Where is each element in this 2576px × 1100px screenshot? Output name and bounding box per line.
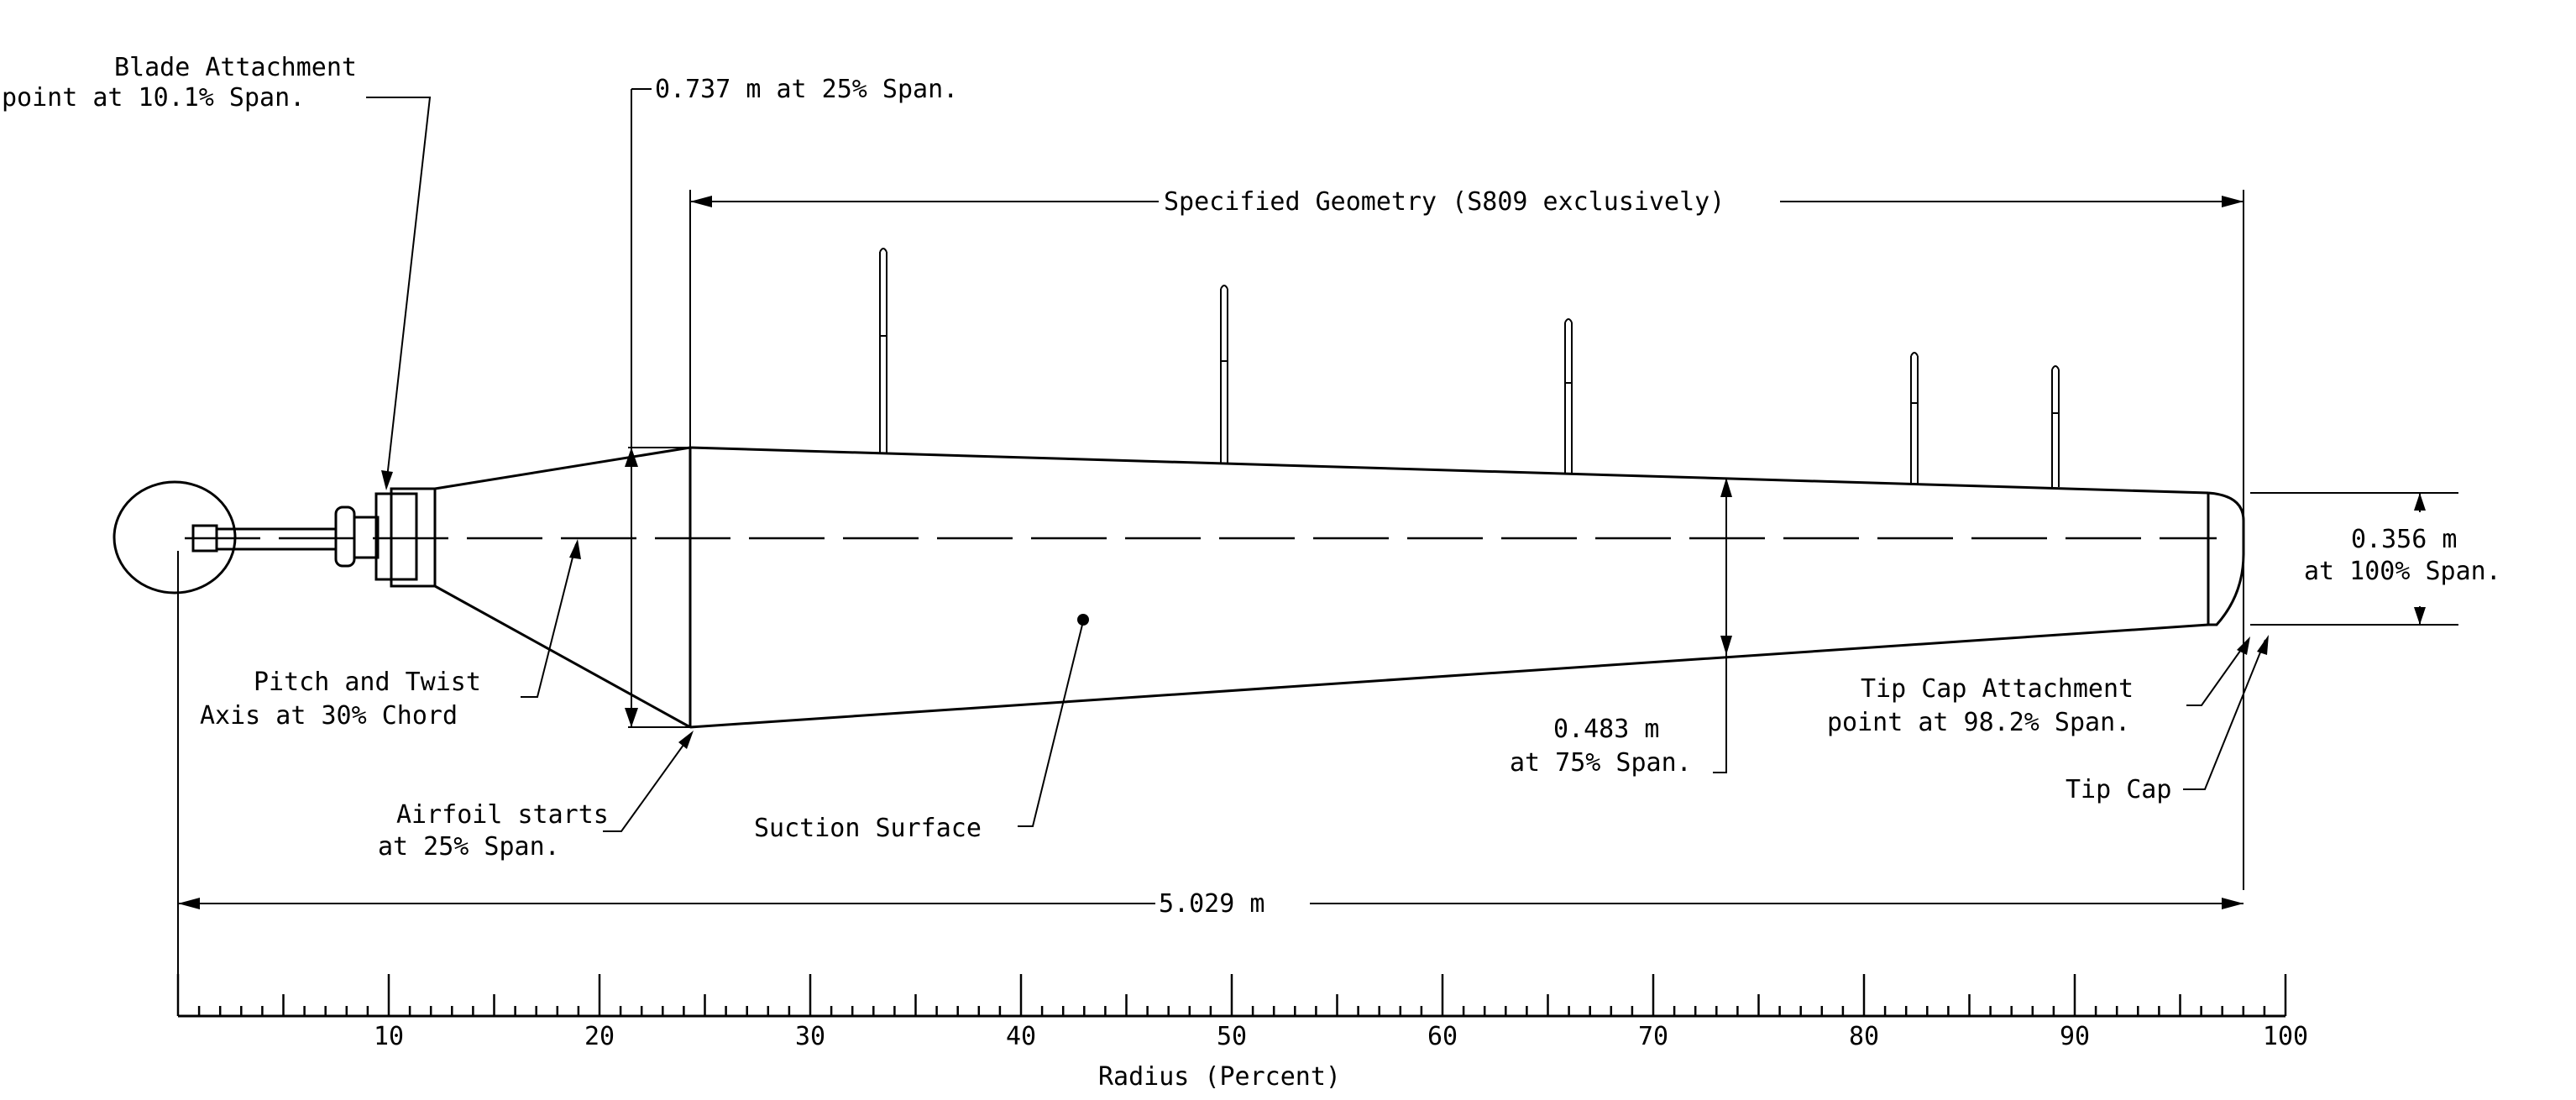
axis-tick-label: 10 [374,1022,404,1051]
mid-chord-dimension: 0.483 m at 75% Span. [1510,478,1732,778]
axis-tick-label: 30 [795,1022,825,1051]
mid-chord-span: at 75% Span. [1510,748,1692,778]
tipcap-attach-label-1: Tip Cap Attachment [1861,674,2134,704]
axis-tick-label: 50 [1217,1022,1247,1051]
airfoil-start-label-1: Airfoil starts [396,800,609,830]
hub-flange [334,505,356,568]
tip-chord-value: 0.356 m [2351,525,2457,554]
tipcap-attach-label-2: point at 98.2% Span. [1827,708,2130,737]
total-length-label: 5.029 m [1159,889,1264,919]
blade-leading-edge [689,446,2209,495]
blade-attachment-label-1: Blade Attachment [114,53,357,82]
radius-axis-label: Radius (Percent) [1098,1062,1341,1092]
blade-trailing-edge [689,623,2209,729]
axis-tick-label: 70 [1638,1022,1668,1051]
mid-chord-value: 0.483 m [1553,715,1659,744]
axis-tick-label: 80 [1849,1022,1879,1051]
tip-chord-span: at 100% Span. [2304,557,2501,586]
blade-attachment-block [374,492,418,581]
root-chord-dimension: 0.737 m at 25% Span. [625,75,958,728]
axis-tick-label: 40 [1006,1022,1036,1051]
blade-attachment-label-2: point at 10.1% Span. [2,83,305,113]
transition-upper-edge [434,446,691,490]
pitch-axis-label-1: Pitch and Twist [254,668,481,697]
suction-surface-dot [1077,614,1089,626]
radius-axis-tick-labels: 10 20 30 40 50 60 70 80 90 100 [374,1022,2308,1051]
axis-tick-label: 90 [2060,1022,2090,1051]
axis-tick-label: 60 [1427,1022,1458,1051]
suction-surface-label: Suction Surface [754,814,982,843]
radius-axis-ticks [176,974,2287,1016]
transition-lower-edge [434,584,691,729]
radius-axis: 10 20 30 40 50 60 70 80 90 100 Radius (Percent) [176,974,2308,1092]
root-chord-label: 0.737 m at 25% Span. [655,75,958,104]
axis-tick-label: 20 [584,1022,615,1051]
axis-tick-label: 100 [2263,1022,2308,1051]
specified-geometry-label: Specified Geometry (S809 exclusively) [1164,187,1725,217]
pitch-axis-label-2: Axis at 30% Chord [200,701,458,731]
tip-chord-dimension: 0.356 m at 100% Span. [2250,492,2501,626]
airfoil-start-label-2: at 25% Span. [378,832,560,862]
hub-assembly [113,480,437,595]
tip-cap [2207,491,2245,626]
tip-cap-label: Tip Cap [2066,775,2171,804]
total-length-dimension: 5.029 m [177,551,2244,1016]
pressure-probes [879,248,2060,487]
specified-geometry-dimension: Specified Geometry (S809 exclusively) [689,187,2244,890]
callouts: Blade Attachment point at 10.1% Span. Pi… [2,53,2269,862]
